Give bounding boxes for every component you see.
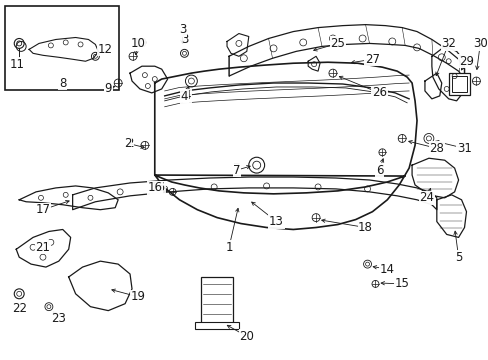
Text: 10: 10 xyxy=(132,37,147,50)
Text: 29: 29 xyxy=(458,55,473,68)
Text: 21: 21 xyxy=(36,241,50,254)
Bar xyxy=(448,73,469,95)
Bar xyxy=(451,76,467,92)
Text: 2: 2 xyxy=(126,137,134,150)
Text: 17: 17 xyxy=(36,203,50,216)
Text: 16: 16 xyxy=(147,181,162,194)
Text: 24: 24 xyxy=(419,191,433,204)
Text: 18: 18 xyxy=(357,221,372,234)
Text: 8: 8 xyxy=(59,77,66,90)
Text: 26: 26 xyxy=(371,86,386,99)
Text: 11: 11 xyxy=(10,58,25,71)
Text: 31: 31 xyxy=(456,142,471,155)
Bar xyxy=(195,321,239,329)
Text: 3: 3 xyxy=(181,33,188,46)
Text: 4: 4 xyxy=(181,90,188,103)
Text: 16: 16 xyxy=(150,181,165,194)
Text: 9: 9 xyxy=(104,82,112,95)
Text: 15: 15 xyxy=(394,278,409,291)
Text: 28: 28 xyxy=(428,142,443,155)
Text: 27: 27 xyxy=(364,53,379,66)
Text: 25: 25 xyxy=(330,37,345,50)
Text: 19: 19 xyxy=(130,290,145,303)
Text: 20: 20 xyxy=(239,330,254,343)
Text: 1: 1 xyxy=(225,241,232,254)
Text: 6: 6 xyxy=(375,163,383,177)
Text: 12: 12 xyxy=(98,43,113,56)
Text: 5: 5 xyxy=(454,251,461,264)
Bar xyxy=(5,6,119,90)
Text: 2: 2 xyxy=(124,137,132,150)
Text: 10: 10 xyxy=(130,37,145,50)
Text: 7: 7 xyxy=(233,163,240,177)
Text: 7: 7 xyxy=(233,162,240,175)
Text: 22: 22 xyxy=(12,302,27,315)
Text: 3: 3 xyxy=(179,23,186,36)
Text: 32: 32 xyxy=(440,37,455,50)
Text: 13: 13 xyxy=(268,215,284,228)
Bar xyxy=(201,277,232,324)
Text: 14: 14 xyxy=(379,262,394,275)
Text: 4: 4 xyxy=(183,89,191,102)
Text: 30: 30 xyxy=(472,37,487,50)
Text: 9: 9 xyxy=(104,81,112,94)
Text: 23: 23 xyxy=(51,312,66,325)
